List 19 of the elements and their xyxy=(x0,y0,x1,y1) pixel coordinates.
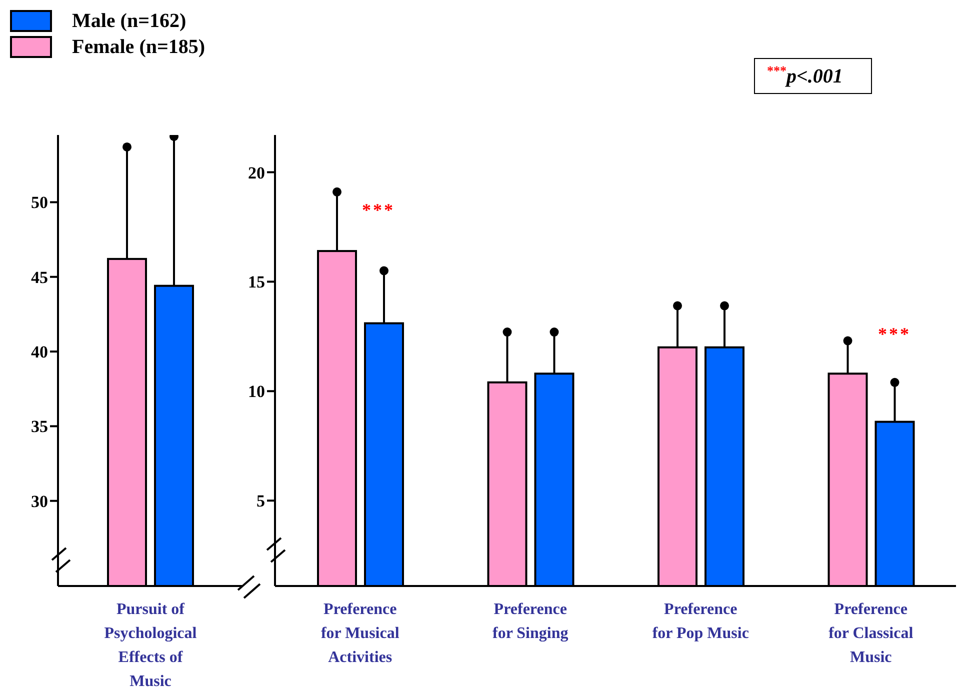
y-tick-label: 40 xyxy=(31,342,48,362)
legend-label: Male (n=162) xyxy=(72,10,186,32)
y-tick-label: 45 xyxy=(31,268,48,287)
y-tick-label: 15 xyxy=(248,272,265,292)
annotation: *** xyxy=(362,200,395,221)
annotation: *** xyxy=(878,324,911,345)
x-tick-label: Preference for Classical Music xyxy=(828,601,914,666)
y-tick-label: 35 xyxy=(31,417,48,436)
y-tick-label: 20 xyxy=(248,163,265,182)
text: $^{***}$p<.001 xyxy=(754,58,872,94)
x-tick-label: Pursuit of Psychological Effects of Music xyxy=(104,601,198,690)
legend-label: Female (n=185) xyxy=(72,36,206,58)
x-tick-label: Preference for Singing xyxy=(492,601,568,642)
y-tick-label: 50 xyxy=(31,193,48,212)
y-tick-label: 5 xyxy=(256,492,265,511)
x-tick-label: Preference for Pop Music xyxy=(652,601,749,642)
y-tick-label: 10 xyxy=(248,382,265,402)
x-tick-label: Preference for Musical Activities xyxy=(320,601,400,666)
y-tick-label: 30 xyxy=(31,492,48,511)
